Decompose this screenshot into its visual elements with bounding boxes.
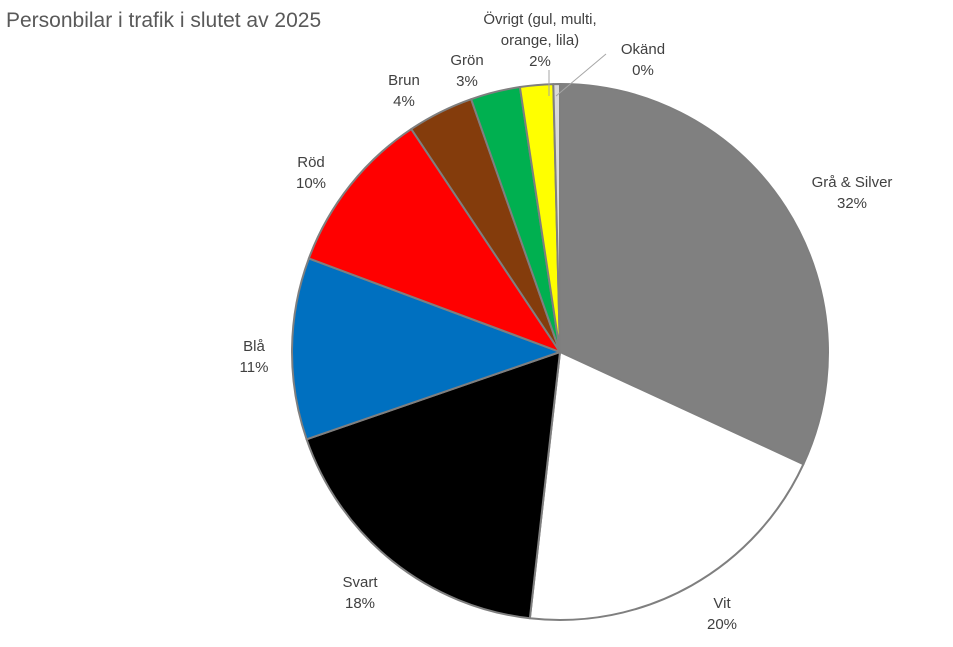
data-label-vit: Vit 20% xyxy=(707,595,737,633)
data-label-category: Röd xyxy=(297,154,325,171)
pie-slice-okand xyxy=(552,82,561,353)
pie-slice-svart xyxy=(305,351,561,620)
data-label-rod: Röd 10% xyxy=(296,154,326,192)
leader-lines-layer xyxy=(548,53,607,97)
data-label-category: Grön xyxy=(450,52,483,69)
data-label-gron: Grön 3% xyxy=(450,52,483,90)
pie-slice-gra-silver xyxy=(559,83,829,466)
data-label-value: 18% xyxy=(345,595,375,612)
data-label-value: 2% xyxy=(529,53,551,70)
data-label-value: 3% xyxy=(456,73,478,90)
data-label-category: Blå xyxy=(243,338,265,355)
data-label-gra-silver: Grå & Silver 32% xyxy=(812,174,893,212)
data-label-brun: Brun 4% xyxy=(388,72,420,110)
data-label-category: Övrigt (gul, multi, xyxy=(483,10,596,28)
chart-title: Personbilar i trafik i slutet av 2025 xyxy=(6,9,322,32)
data-label-category: Okänd xyxy=(621,41,665,58)
data-label-value: 0% xyxy=(632,62,654,79)
data-label-value: 32% xyxy=(837,195,867,212)
data-label-bla: Blå 11% xyxy=(240,338,269,376)
data-labels-layer: Grå & Silver 32% Vit 20% Svart 18% Blå 11% Röd 10… xyxy=(240,10,893,633)
leader-line-okand xyxy=(555,53,607,97)
data-label-value: 11% xyxy=(240,359,269,376)
pie-slice-vit xyxy=(528,351,805,621)
data-label-ovrigt-gul-multi-orange-lila: Övrigt (gul, multi, orange, lila) 2% xyxy=(483,10,596,70)
data-label-category: orange, lila) xyxy=(501,32,579,49)
pie-slice-bla xyxy=(291,257,561,441)
data-label-value: 4% xyxy=(393,93,415,110)
pie-slice-rod xyxy=(307,128,561,353)
data-label-okand: Okänd 0% xyxy=(621,41,665,79)
data-label-svart: Svart 18% xyxy=(342,574,378,612)
data-label-value: 10% xyxy=(296,175,326,192)
data-label-category: Svart xyxy=(342,574,378,591)
slices-layer xyxy=(291,82,829,621)
data-label-category: Vit xyxy=(713,595,731,612)
data-label-category: Grå & Silver xyxy=(812,174,893,191)
data-label-category: Brun xyxy=(388,72,420,89)
data-label-value: 20% xyxy=(707,616,737,633)
